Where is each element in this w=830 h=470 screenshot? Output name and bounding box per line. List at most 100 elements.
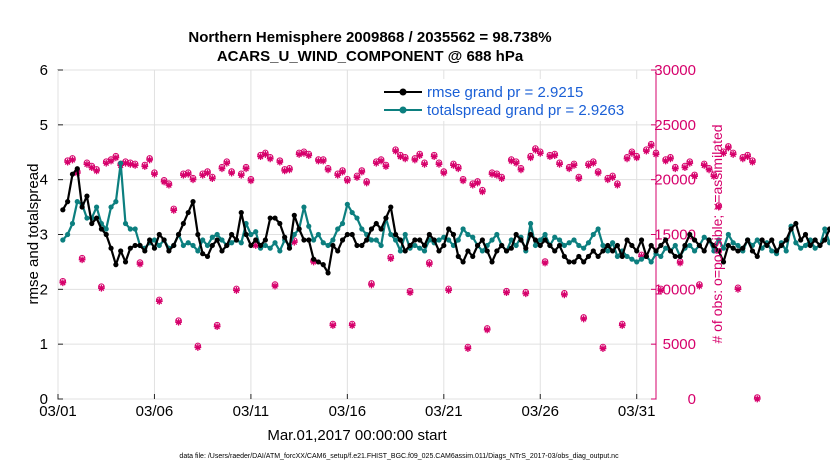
obs-assimilated-asterisk	[546, 153, 554, 161]
data-point-rmse	[344, 231, 350, 238]
obs-count-point	[223, 158, 231, 167]
data-point-totalspread	[769, 248, 775, 254]
data-point-totalspread	[561, 242, 567, 249]
obs-count-point	[319, 156, 327, 165]
data-point-totalspread	[436, 237, 442, 243]
obs-assimilated-asterisk	[392, 147, 399, 155]
obs-assimilated-asterisk	[435, 160, 443, 168]
data-point-rmse	[508, 245, 514, 251]
data-point-rmse	[470, 253, 476, 260]
obs-count-point	[652, 149, 660, 158]
obs-assimilated-asterisk	[295, 151, 303, 158]
data-point-rmse	[609, 248, 616, 254]
data-point-totalspread	[373, 237, 379, 243]
data-point-rmse	[65, 199, 71, 205]
obs-assimilated-asterisk	[228, 169, 236, 177]
obs-count-point	[734, 284, 742, 293]
obs-assimilated-asterisk	[724, 144, 732, 152]
obs-assimilated-asterisk	[315, 157, 322, 165]
obs-assimilated-asterisk	[208, 175, 216, 182]
obs-count-point	[343, 175, 351, 185]
data-point-totalspread	[725, 231, 731, 238]
obs-assimilated-asterisk	[527, 154, 535, 162]
data-point-rmse	[421, 242, 428, 249]
obs-count-point	[599, 343, 607, 352]
data-point-rmse	[195, 231, 201, 238]
obs-assimilated-asterisk	[474, 179, 481, 187]
obs-count-point	[681, 162, 689, 172]
data-point-rmse	[788, 226, 794, 232]
obs-count-point	[483, 325, 491, 334]
data-point-totalspread	[267, 245, 273, 251]
data-point-rmse	[253, 237, 259, 243]
obs-count-point	[667, 154, 674, 163]
obs-count-point	[416, 150, 424, 159]
obs-assimilated-asterisk	[387, 255, 395, 263]
data-point-rmse	[113, 262, 119, 268]
data-point-totalspread	[614, 253, 621, 260]
data-point-rmse	[455, 253, 461, 260]
data-point-rmse	[339, 237, 346, 243]
obs-assimilated-asterisk	[498, 175, 506, 182]
obs-assimilated-asterisk	[623, 155, 631, 163]
data-point-totalspread	[204, 242, 211, 249]
data-point-totalspread	[802, 242, 809, 249]
obs-count-point	[478, 186, 486, 196]
obs-assimilated-asterisk	[681, 164, 689, 172]
obs-count-point	[377, 156, 385, 165]
obs-assimilated-asterisk	[223, 159, 231, 167]
data-point-totalspread	[209, 234, 215, 240]
data-point-totalspread	[629, 256, 635, 262]
data-point-rmse	[503, 248, 510, 254]
data-point-rmse	[542, 237, 548, 243]
obs-assimilated-asterisk	[329, 322, 337, 329]
obs-count-point	[112, 152, 120, 162]
obs-assimilated-asterisk	[252, 242, 260, 249]
obs-assimilated-asterisk	[647, 142, 655, 150]
data-point-totalspread	[65, 231, 71, 238]
obs-count-point	[324, 164, 332, 174]
obs-assimilated-asterisk	[88, 164, 96, 172]
obs-count-point	[242, 163, 250, 173]
data-point-rmse	[706, 237, 712, 243]
data-point-totalspread	[798, 245, 804, 251]
obs-assimilated-asterisk	[599, 345, 607, 352]
obs-assimilated-asterisk	[194, 344, 202, 351]
data-point-totalspread	[576, 242, 582, 249]
data-point-rmse	[368, 226, 375, 232]
data-point-totalspread	[132, 226, 138, 232]
obs-count-point	[160, 177, 168, 186]
y-tick-label: 5	[40, 117, 48, 134]
data-point-totalspread	[590, 231, 596, 238]
obs-assimilated-asterisk	[570, 162, 578, 169]
data-point-rmse	[407, 242, 413, 249]
obs-count-point	[729, 149, 737, 158]
obs-assimilated-asterisk	[266, 155, 274, 163]
data-point-rmse	[436, 248, 442, 254]
data-point-rmse	[523, 245, 529, 251]
obs-assimilated-asterisk	[98, 284, 105, 292]
data-point-rmse	[759, 237, 765, 243]
obs-assimilated-asterisk	[189, 176, 197, 184]
obs-assimilated-asterisk	[237, 171, 245, 179]
obs-assimilated-asterisk	[401, 155, 409, 163]
data-point-totalspread	[605, 248, 611, 254]
data-point-rmse	[166, 248, 172, 254]
data-point-rmse	[663, 237, 669, 243]
obs-assimilated-asterisk	[739, 155, 747, 163]
obs-count-point	[382, 161, 390, 170]
data-point-rmse	[161, 237, 167, 243]
data-point-totalspread	[388, 231, 394, 238]
obs-assimilated-asterisk	[271, 282, 279, 290]
data-point-rmse	[306, 237, 312, 243]
data-point-totalspread	[793, 240, 799, 246]
obs-count-point	[551, 150, 559, 159]
data-point-rmse	[238, 209, 244, 216]
data-point-rmse	[204, 253, 211, 260]
data-point-totalspread	[513, 242, 519, 249]
data-point-rmse	[373, 220, 379, 227]
obs-count-point	[464, 343, 472, 352]
obs-assimilated-asterisk	[372, 159, 380, 167]
data-point-rmse	[190, 199, 196, 205]
data-point-rmse	[460, 259, 466, 265]
